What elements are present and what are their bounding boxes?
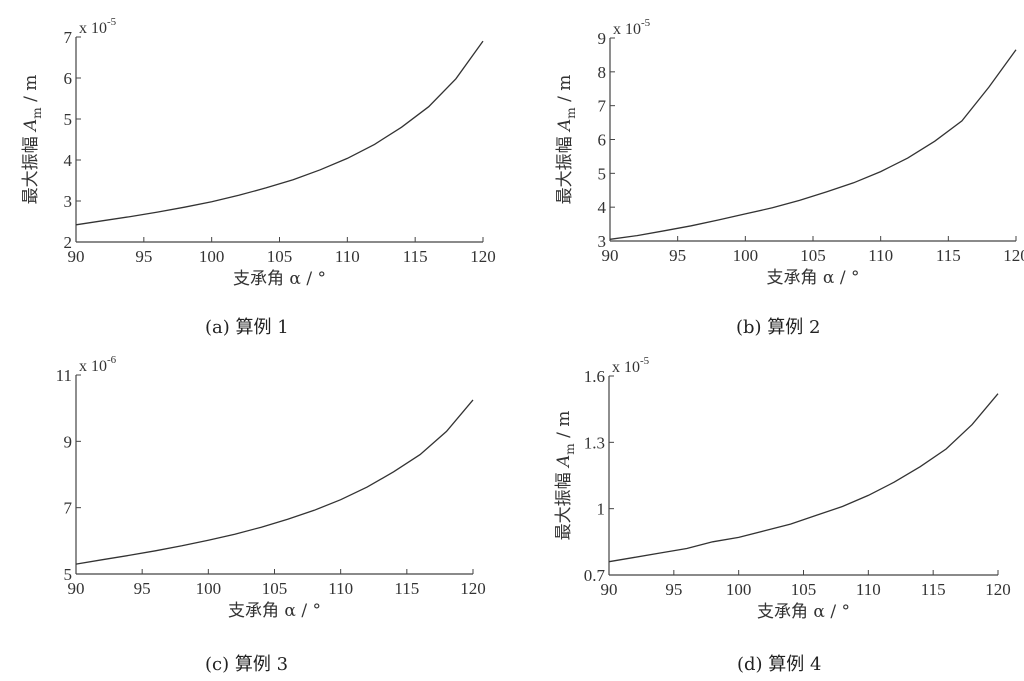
- y-tick-label: 5: [64, 565, 73, 584]
- x-tick-label: 110: [868, 246, 893, 265]
- x-tick-label: 90: [68, 247, 85, 266]
- x-tick-label: 95: [134, 579, 151, 598]
- y-axis-label: 最大振幅 Am / m: [21, 75, 44, 205]
- chart-d-svg: 90 95 100 105 110 115 120 0.7 1 1.3 1.6 x 10-5 支承角 α…: [554, 355, 1011, 622]
- x-tick-label: 110: [856, 580, 881, 599]
- y-tick-label: 6: [64, 69, 73, 88]
- axis-multiplier: x 10-6: [79, 354, 117, 375]
- y-tick-label: 7: [64, 499, 73, 518]
- y-tick-label: 3: [598, 232, 607, 251]
- x-tick-label: 120: [460, 579, 486, 598]
- x-tick-label: 105: [262, 579, 288, 598]
- series-line: [609, 49, 1017, 240]
- y-tick-label: 1: [597, 500, 606, 519]
- axis-multiplier: x 10-5: [79, 16, 117, 37]
- x-axis-label: 支承角 α / °: [767, 268, 860, 288]
- x-tick-label: 95: [665, 580, 682, 599]
- x-axis-label: 支承角 α / °: [233, 269, 326, 289]
- x-tick-label: 110: [328, 579, 353, 598]
- chart-b-svg: 90 95 100 105 110 115 120 3 4 5 6 7 8 9 x 10-5 支承角 α / …: [555, 17, 1024, 288]
- y-tick-label: 1.3: [584, 433, 605, 452]
- chart-panel-d: 90 95 100 105 110 115 120 0.7 1 1.3 1.6 x 10-5 支承角 α…: [512, 340, 1024, 681]
- y-tick-label: 0.7: [584, 566, 606, 585]
- x-tick-label: 115: [936, 246, 961, 265]
- chart-panel-b: 90 95 100 105 110 115 120 3 4 5 6 7 8 9 x 10-5 支承角 α / …: [512, 0, 1024, 340]
- y-tick-label: 4: [64, 151, 73, 170]
- y-axis-label: 最大振幅 Am / m: [555, 75, 578, 205]
- y-tick-label: 6: [598, 131, 607, 150]
- y-tick-label: 2: [64, 233, 73, 252]
- y-tick-label: 9: [598, 29, 607, 48]
- x-tick-label: 90: [602, 246, 619, 265]
- x-tick-label: 110: [335, 247, 360, 266]
- x-tick-label: 95: [135, 247, 152, 266]
- x-tick-label: 120: [470, 247, 496, 266]
- y-tick-label: 4: [598, 198, 607, 217]
- x-tick-label: 100: [199, 247, 225, 266]
- caption-d: (d) 算例 4: [737, 654, 822, 675]
- y-tick-label: 3: [64, 192, 73, 211]
- axis-multiplier: x 10-5: [612, 355, 650, 376]
- x-axis-label: 支承角 α / °: [228, 601, 321, 621]
- y-axis-label: 最大振幅 Am / m: [554, 411, 577, 541]
- y-tick-label: 11: [56, 366, 72, 385]
- x-tick-label: 115: [394, 579, 419, 598]
- chart-panel-c: 90 95 100 105 110 115 120 5 7 9 11 x 10-6 支承角 α / ° …: [0, 340, 512, 681]
- x-tick-label: 100: [726, 580, 752, 599]
- x-tick-label: 105: [267, 247, 293, 266]
- axis-multiplier: x 10-5: [613, 17, 651, 38]
- x-tick-label: 115: [403, 247, 428, 266]
- caption-a: (a) 算例 1: [205, 317, 289, 338]
- x-tick-label: 115: [921, 580, 946, 599]
- series-line: [75, 399, 474, 565]
- x-tick-label: 120: [985, 580, 1011, 599]
- series-line: [608, 393, 999, 563]
- chart-c-svg: 90 95 100 105 110 115 120 5 7 9 11 x 10-6 支承角 α / °: [56, 354, 486, 621]
- y-tick-label: 7: [598, 97, 607, 116]
- y-tick-label: 7: [64, 28, 73, 47]
- chart-panel-a: 90 95 100 105 110 115 120 2 3 4 5 6 7 x 10-5 支承角 α / °…: [0, 0, 512, 340]
- x-tick-label: 105: [791, 580, 817, 599]
- x-tick-label: 95: [669, 246, 686, 265]
- x-tick-label: 120: [1003, 246, 1024, 265]
- x-tick-label: 90: [601, 580, 618, 599]
- y-tick-label: 9: [64, 432, 73, 451]
- caption-b: (b) 算例 2: [736, 317, 821, 338]
- x-tick-label: 90: [68, 579, 85, 598]
- chart-a-svg: 90 95 100 105 110 115 120 2 3 4 5 6 7 x 10-5 支承角 α / °…: [21, 16, 496, 289]
- y-tick-label: 5: [598, 164, 607, 183]
- series-line: [75, 40, 484, 226]
- y-tick-label: 5: [64, 110, 73, 129]
- y-tick-label: 8: [598, 63, 607, 82]
- x-tick-label: 100: [196, 579, 222, 598]
- x-axis-label: 支承角 α / °: [757, 602, 850, 622]
- caption-c: (c) 算例 3: [205, 654, 289, 675]
- x-tick-label: 105: [800, 246, 826, 265]
- x-tick-label: 100: [733, 246, 759, 265]
- y-tick-label: 1.6: [584, 367, 605, 386]
